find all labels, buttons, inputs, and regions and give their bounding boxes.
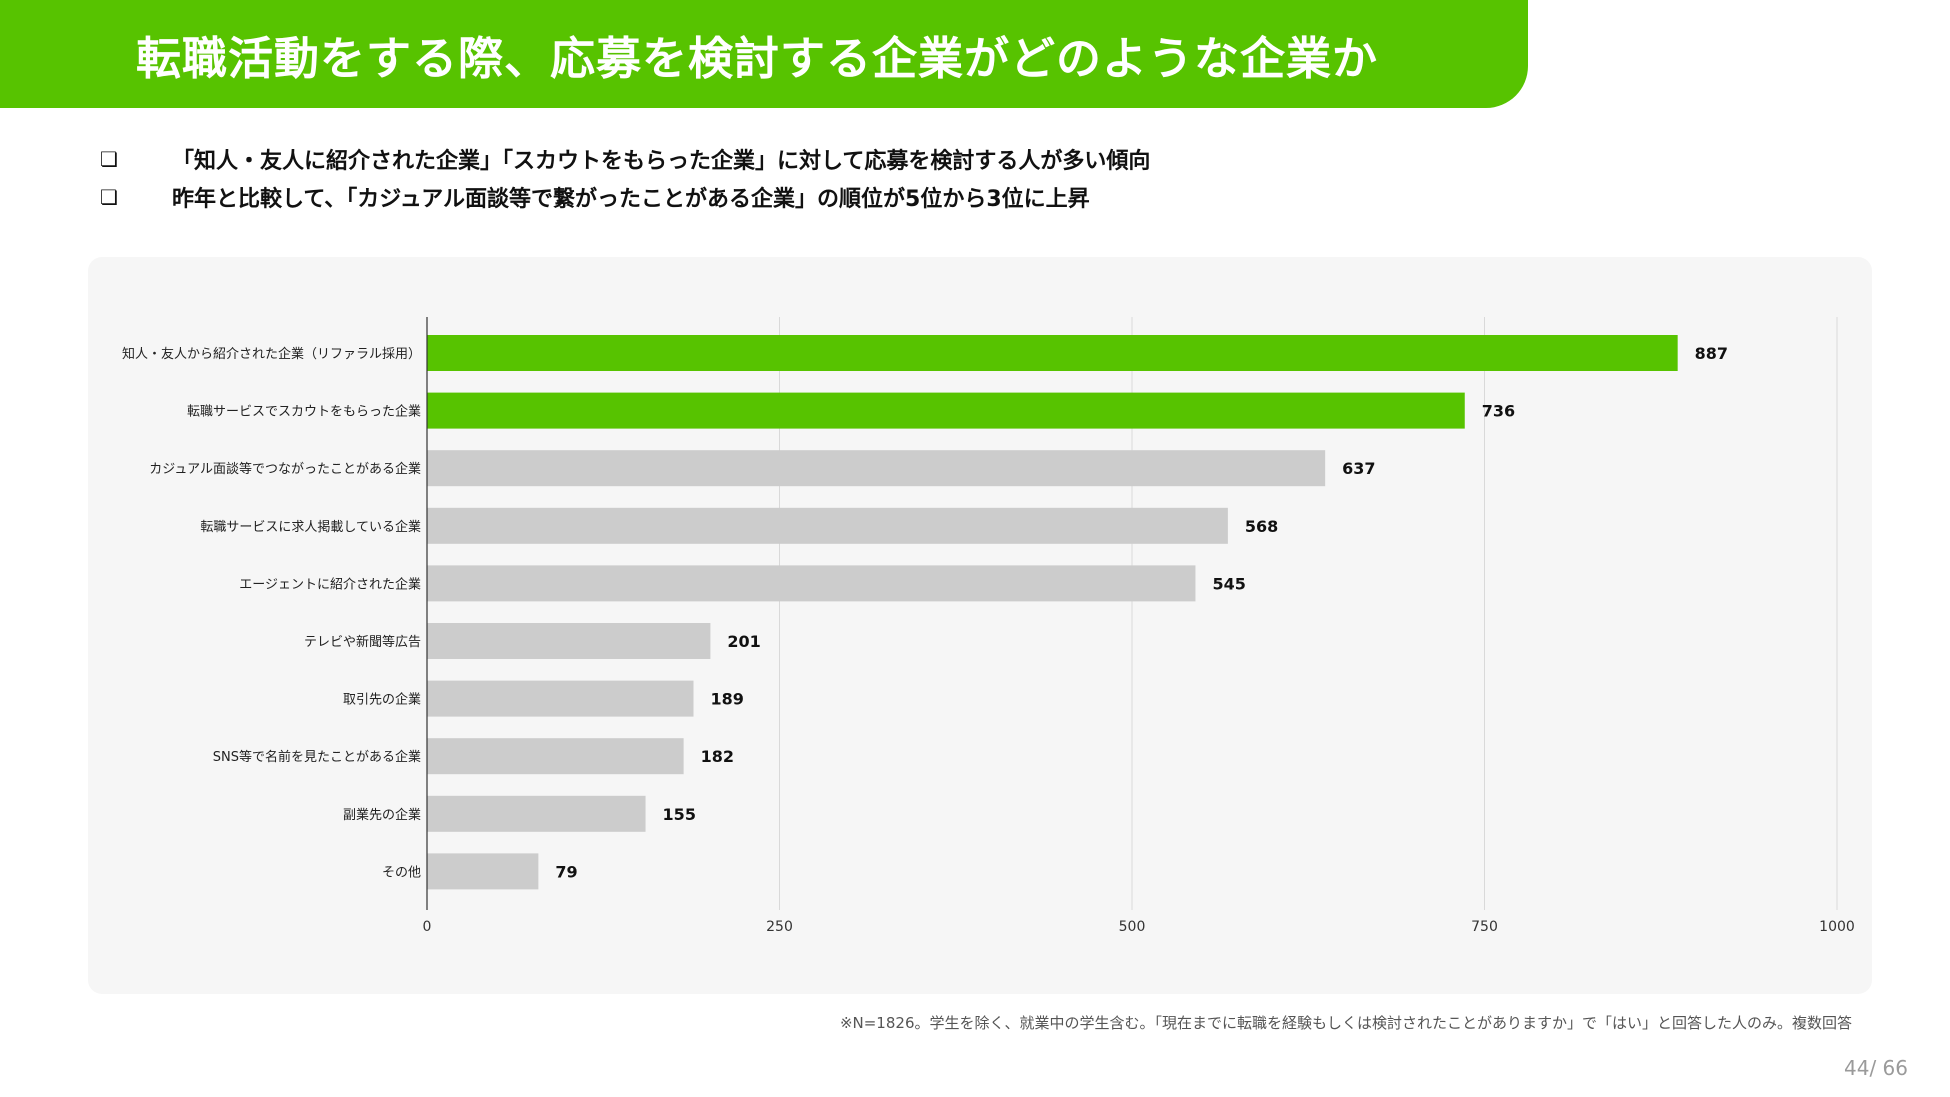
bullet-text: 「知人・友人に紹介された企業」「スカウトをもらった企業」に対して応募を検討する人…: [172, 149, 1151, 174]
category-label: 転職サービスに求人掲載している企業: [200, 519, 421, 535]
bar: [427, 853, 539, 890]
category-label: 知人・友人から紹介された企業（リファラル採用）: [122, 346, 421, 362]
summary-bullets: ❏ 「知人・友人に紹介された企業」「スカウトをもらった企業」に対して応募を検討す…: [100, 140, 1150, 216]
data-label: 155: [663, 805, 696, 824]
page-number: 44/ 66: [1844, 1056, 1908, 1080]
bar: [427, 623, 711, 659]
page-title: 転職活動をする際、応募を検討する企業がどのような企業か: [136, 32, 1379, 85]
data-label: 201: [727, 632, 760, 651]
x-tick-label: 250: [766, 919, 793, 935]
data-label: 545: [1212, 574, 1245, 593]
x-tick-label: 500: [1119, 919, 1146, 935]
data-label: 736: [1482, 402, 1515, 421]
data-label: 182: [701, 747, 734, 766]
title-banner: 転職活動をする際、応募を検討する企業がどのような企業か: [0, 0, 1528, 108]
chart-card: 知人・友人から紹介された企業（リファラル採用） 887 転職サービスでスカウトをもら…: [88, 257, 1872, 994]
bar: [427, 565, 1196, 602]
page-total: 66: [1882, 1056, 1908, 1080]
data-label: 568: [1245, 517, 1278, 536]
checkbox-icon: ❏: [100, 147, 118, 171]
category-label: エージェントに紹介された企業: [239, 576, 421, 592]
category-label: その他: [382, 865, 421, 880]
bar: [427, 507, 1228, 544]
bar: [427, 450, 1326, 487]
category-label: カジュアル面談等でつながったことがある企業: [149, 461, 421, 477]
x-tick-label: 1000: [1819, 919, 1855, 935]
bullet-text: 昨年と比較して、「カジュアル面談等で繋がったことがある企業」の順位が5位から3位…: [172, 187, 1090, 212]
bar: [427, 392, 1465, 429]
data-label: 637: [1342, 459, 1375, 478]
data-label: 189: [710, 690, 743, 709]
bullet-item: ❏ 「知人・友人に紹介された企業」「スカウトをもらった企業」に対して応募を検討す…: [100, 140, 1150, 178]
bar-chart: 知人・友人から紹介された企業（リファラル採用） 887 転職サービスでスカウトをもら…: [122, 317, 1855, 935]
x-tick-label: 750: [1471, 919, 1498, 935]
category-label: SNS等で名前を見たことがある企業: [213, 749, 421, 765]
x-tick-label: 0: [423, 919, 432, 935]
data-label: 887: [1695, 344, 1728, 363]
category-label: 取引先の企業: [343, 692, 421, 708]
category-label: 転職サービスでスカウトをもらった企業: [187, 404, 421, 420]
bar: [427, 795, 646, 832]
bullet-item: ❏ 昨年と比較して、「カジュアル面談等で繋がったことがある企業」の順位が5位から…: [100, 178, 1150, 216]
page-current: 44: [1843, 1056, 1870, 1080]
page-separator: /: [1869, 1056, 1883, 1080]
data-label: 79: [555, 862, 577, 881]
footnote: ※N=1826。学生を除く、就業中の学生含む。「現在までに転職を経験もしくは検討…: [839, 1014, 1852, 1032]
category-label: 副業先の企業: [343, 807, 421, 823]
category-label: テレビや新聞等広告: [304, 634, 421, 650]
checkbox-icon: ❏: [100, 185, 118, 209]
bar: [427, 680, 694, 717]
bar: [427, 738, 684, 775]
bar: [427, 335, 1678, 371]
